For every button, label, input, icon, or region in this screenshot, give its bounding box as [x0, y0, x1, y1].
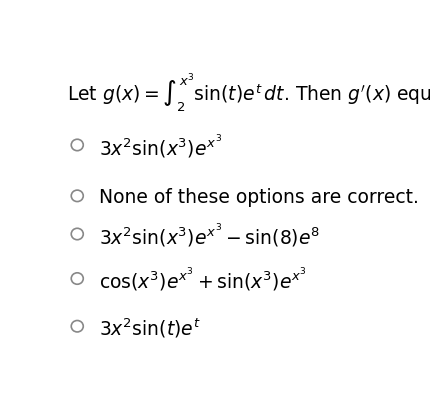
Text: $3x^2 \sin(t)e^{t}$: $3x^2 \sin(t)e^{t}$ — [99, 316, 200, 339]
Text: $3x^2 \sin(x^3)e^{x^3} - \sin(8)e^{8}$: $3x^2 \sin(x^3)e^{x^3} - \sin(8)e^{8}$ — [99, 223, 319, 249]
Text: None of these options are correct.: None of these options are correct. — [99, 188, 418, 207]
Text: Let $g(x) = \int_2^{x^3} \sin(t)e^t\,dt$. Then $g'(x)$ equals: Let $g(x) = \int_2^{x^3} \sin(t)e^t\,dt$… — [67, 72, 430, 114]
Text: $\cos(x^3)e^{x^3} + \sin(x^3)e^{x^3}$: $\cos(x^3)e^{x^3} + \sin(x^3)e^{x^3}$ — [99, 267, 306, 293]
Text: $3x^2 \sin(x^3)e^{x^3}$: $3x^2 \sin(x^3)e^{x^3}$ — [99, 133, 221, 160]
